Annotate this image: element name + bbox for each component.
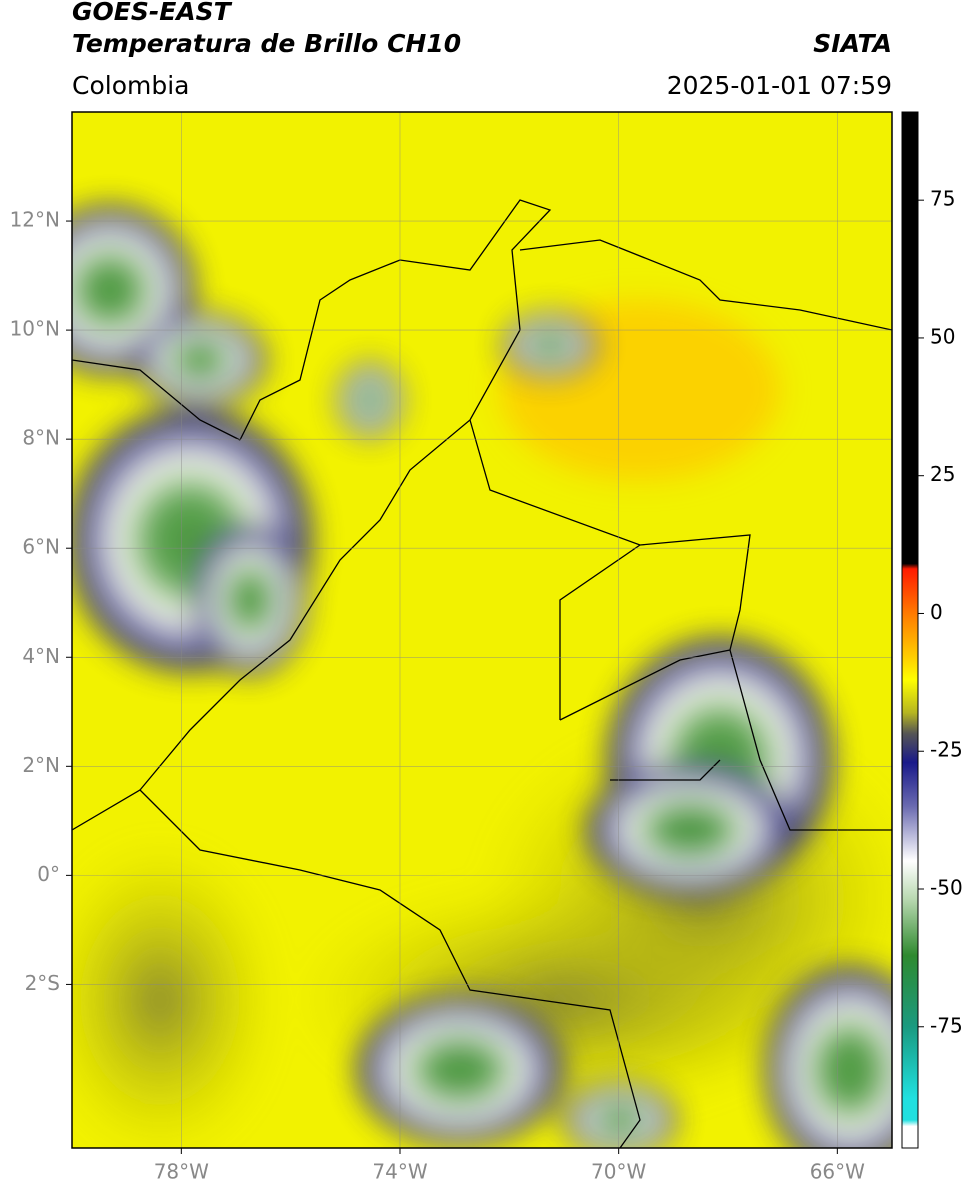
y-tick-label: 0° (37, 862, 60, 886)
y-tick-label: 2°S (25, 971, 60, 995)
colorbar-tick-label: 50 (930, 324, 955, 348)
colorbar-tick-label: 75 (930, 187, 955, 211)
colorbar-tick-label: -25 (930, 738, 963, 762)
region: Colombia (72, 71, 189, 100)
x-tick-label: 78°W (154, 1160, 209, 1184)
x-tick-label: 66°W (810, 1160, 865, 1184)
map-frame (71, 111, 893, 1149)
timestamp: 2025-01-01 07:59 (667, 71, 892, 100)
graticule (72, 112, 892, 1148)
y-tick-label: 12°N (10, 208, 60, 232)
satellite-image (72, 112, 892, 1148)
y-tick-label: 8°N (22, 426, 60, 450)
colorbar-tick-label: 0 (930, 600, 943, 624)
y-tick-label: 10°N (10, 317, 60, 341)
subtitle: Temperatura de Brillo CH10 (72, 29, 461, 58)
y-tick-label: 6°N (22, 535, 60, 559)
y-tick-label: 2°N (22, 753, 60, 777)
x-tick-label: 70°W (591, 1160, 646, 1184)
x-tick-label: 74°W (372, 1160, 427, 1184)
colorbar-tick-label: -75 (930, 1013, 963, 1037)
colorbar-tick-label: -50 (930, 876, 963, 900)
colorbar (901, 111, 919, 1149)
source: SIATA (813, 29, 892, 58)
y-tick-label: 4°N (22, 644, 60, 668)
colorbar-tick-label: 25 (930, 462, 955, 486)
title: GOES-EAST (72, 0, 233, 26)
